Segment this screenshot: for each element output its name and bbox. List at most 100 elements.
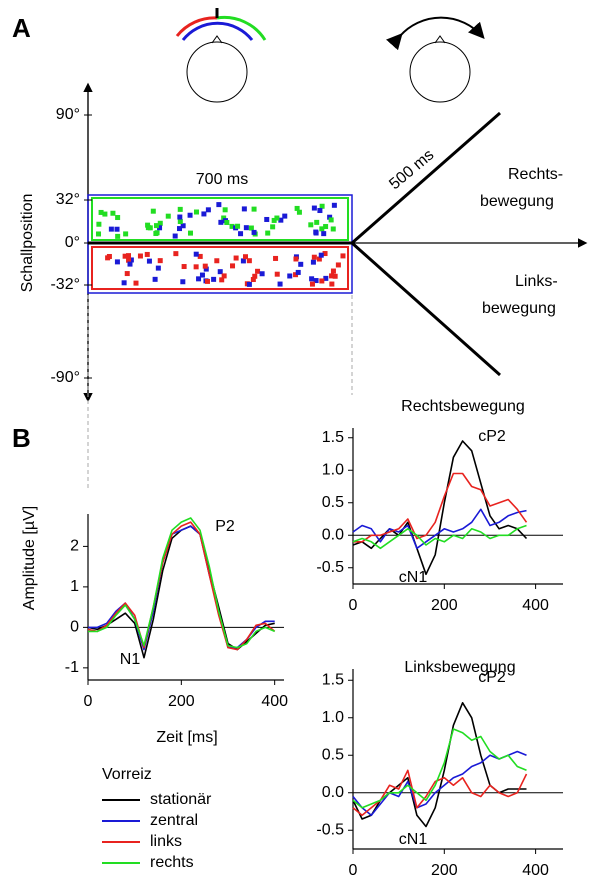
stimulus-dot [255,268,261,274]
stimulus-dot [177,206,183,212]
stimulus-dot [313,229,319,235]
stimulus-dot [123,231,129,237]
series-line [352,728,527,809]
y-tick-label: 0° [65,234,80,251]
stimulus-dot [173,251,179,257]
series-line [353,472,528,543]
stimulus-dot [199,272,205,278]
stimulus-dot [229,223,235,229]
stimulus-dot [187,230,193,236]
stimulus-dot [293,272,299,278]
stimulus-dot [332,273,338,279]
stimulus-dot [126,257,132,263]
stimulus-dot [157,225,163,231]
y-tick-label: 0.0 [322,784,344,801]
stimulus-dot [133,280,139,286]
stimulus-dot [203,266,209,272]
y-tick-label: 32° [56,191,80,208]
stimulus-dot [177,226,183,232]
motion-label: Rechts- [508,166,563,183]
stimulus-dot [274,215,280,221]
stimulus-dot [115,233,121,239]
stimulus-dot [273,255,279,261]
y-tick-label: 1.0 [322,709,344,726]
x-tick-label: 200 [431,597,458,614]
stimulus-dot [243,225,249,231]
y-tick-label: 0.0 [322,526,344,543]
stimulus-dot [319,203,325,209]
stimulus-dot [106,253,112,259]
axis-label: Schallposition [19,194,36,293]
stimulus-dot [153,223,159,229]
stimulus-dot [114,226,120,232]
stimulus-dot [319,278,325,284]
y-tick-label: -0.5 [316,559,344,576]
stimulus-dot [313,278,319,284]
stimulus-dot [98,209,104,215]
stimulus-dot [217,269,223,275]
stimulus-dot [197,253,203,259]
stimulus-dot [240,258,246,264]
x-tick-label: 0 [349,597,358,614]
stimulus-dot [115,215,121,221]
stimulus-dot [308,222,314,228]
stimulus-dot [311,205,317,211]
stimulus-dot [144,251,150,257]
y-tick-label: 1 [70,578,79,595]
stimulus-dot [251,206,257,212]
stimulus-dot [319,226,325,232]
head-icon [386,16,485,103]
series-line [352,702,527,828]
stimulus-dot [219,277,225,283]
x-tick-label: 400 [522,862,549,879]
stimulus-dot [127,261,133,267]
stimulus-dot [317,208,323,214]
series-line [88,525,275,651]
annotation: cP2 [478,669,506,686]
legend-label: links [150,833,182,850]
stimulus-dot [150,208,156,214]
stimulus-dot [328,217,334,223]
motion-label: bewegung [482,300,556,317]
x-tick-label: 400 [261,693,288,710]
panel-label: B [12,423,31,453]
stimulus-dot [340,253,346,259]
legend-title: Vorreiz [102,766,152,783]
y-tick-label: 0.5 [322,746,344,763]
y-tick-label: 1.5 [322,429,344,446]
stimulus-dot [296,209,302,215]
stimulus-dot [318,252,324,258]
stimulus-dot [193,251,199,257]
stimulus-dot [329,273,335,279]
annotation: N1 [120,651,141,668]
y-tick-label: 0.5 [322,494,344,511]
stimulus-dot [248,225,254,231]
series-line [87,525,275,659]
stimulus-dot [329,281,335,287]
stimulus-dot [282,213,288,219]
stimulus-dot [218,219,224,225]
diagram: Schallposition 700 ms 500 ms Rechts- bew… [19,82,588,490]
stimulus-dot [177,214,183,220]
axis-label: Amplitude [µV] [21,506,38,610]
stimulus-dot [287,273,293,279]
stimulus-dot [298,261,304,267]
stimulus-dot [246,258,252,264]
stimulus-dot [233,255,239,261]
stimulus-dot [211,276,217,282]
stimulus-dot [187,212,193,218]
series-line [352,440,528,576]
series-line [352,508,527,550]
stimulus-dot [293,256,299,262]
stimulus-dot [335,262,341,268]
stimulus-dot [157,258,163,264]
stimulus-dot [193,209,199,215]
stimulus-dot [196,276,202,282]
stimulus-dot [108,226,114,232]
stimulus-dot [221,215,227,221]
stimulus-dot [124,271,130,277]
stimulus-dot [202,263,208,269]
stimulus-dot [180,223,186,229]
stimulus-dot [278,217,284,223]
